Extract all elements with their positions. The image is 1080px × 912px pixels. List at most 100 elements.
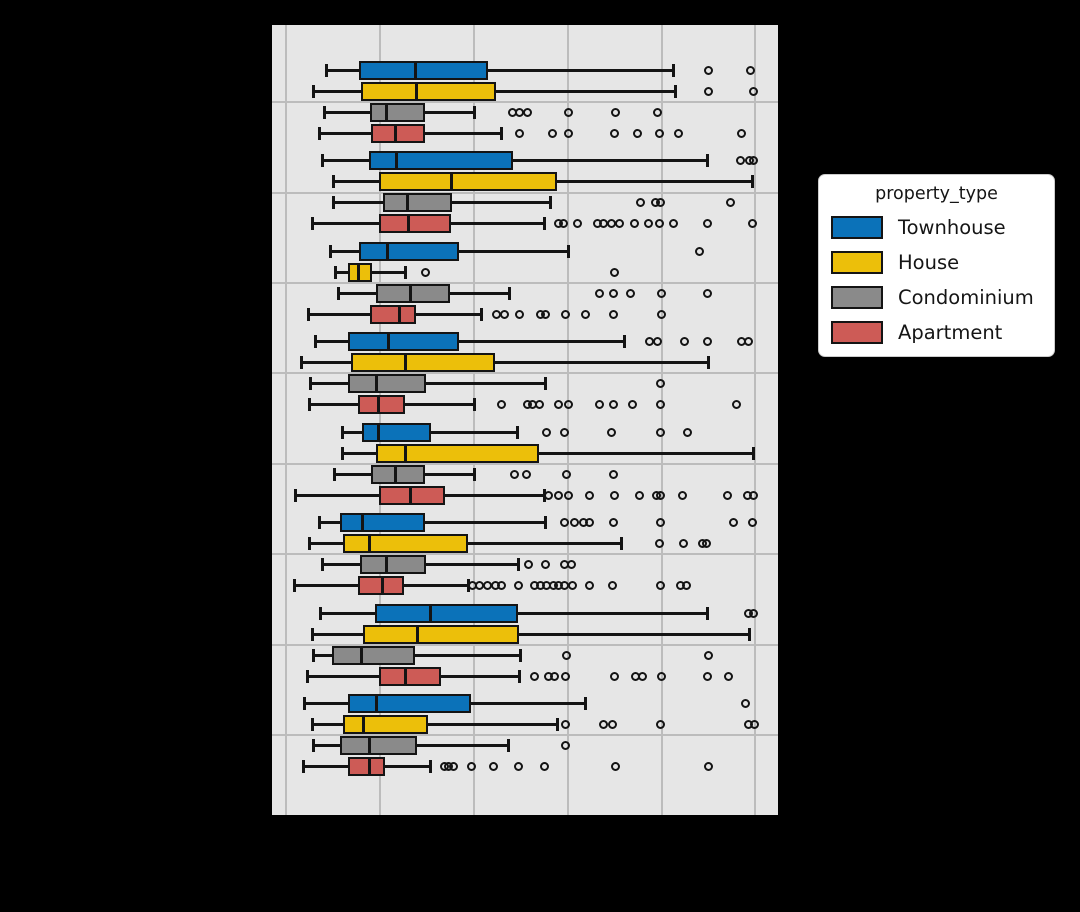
outlier-point [496,400,506,410]
outlier-point [656,310,666,320]
boxplot-box [339,736,418,756]
median-line [449,172,453,192]
outlier-point [683,428,693,438]
whisker-cap [320,154,324,168]
outlier-point [655,491,665,501]
median-line [403,353,407,373]
median-line [394,123,398,143]
boxplot-box [339,513,425,533]
outlier-point [655,198,665,208]
outlier-point [595,400,605,410]
outlier-point [560,518,570,528]
legend-label: House [898,251,960,274]
legend-label: Apartment [898,321,1003,344]
outlier-point [703,651,713,661]
whisker-cap [566,245,570,259]
legend-item: Apartment [831,321,1042,344]
median-line [394,465,398,485]
median-line [381,576,385,596]
outlier-point [609,128,619,138]
outlier-point [608,518,618,528]
outlier-point [608,289,618,299]
outlier-point [702,289,712,299]
outlier-point [749,491,759,501]
outlier-point [723,491,733,501]
outlier-point [607,581,617,591]
outlier-point [561,720,571,730]
x-gridline [754,25,757,815]
whisker-cap [619,537,623,551]
whisker-cap [750,175,754,189]
outlier-point [750,720,760,730]
outlier-point [599,720,609,730]
plot-area [272,25,778,815]
outlier-point [560,428,570,438]
boxplot-box [378,172,557,192]
whisker-cap [308,398,312,412]
whisker-cap [403,266,407,280]
whisker-cap [303,697,307,711]
outlier-point [680,337,690,347]
outlier-point [515,310,525,320]
whisker-cap [516,426,520,440]
outlier-point [522,107,532,117]
whisker-cap [302,760,306,774]
boxplot-box [376,284,451,304]
outlier-point [702,337,712,347]
outlier-point [562,470,572,480]
legend-label: Townhouse [898,216,1006,239]
whisker-cap [542,217,546,231]
outlier-point [726,198,736,208]
outlier-point [448,762,458,772]
outlier-point [702,672,712,682]
x-gridline [472,25,475,815]
whisker-cap [341,426,345,440]
outlier-point [630,219,640,229]
y-gridline [272,372,778,375]
outlier-point [743,337,753,347]
outlier-point [636,198,646,208]
whisker-cap [473,105,477,119]
x-gridline [567,25,569,815]
outlier-point [539,762,549,772]
whisker-cap [317,516,321,530]
whisker-cap [322,105,326,119]
boxplot-box [342,534,468,554]
whisker-cap [706,356,710,370]
median-line [406,214,410,234]
boxplot-box [359,242,460,262]
median-line [377,395,381,415]
x-gridline [378,25,381,815]
outlier-point [482,581,492,591]
whisker [319,521,546,525]
boxplot-box [358,395,406,415]
outlier-point [544,491,554,501]
boxplot-box [378,667,441,687]
whisker-cap [312,84,316,98]
boxplot-box [378,486,446,506]
outlier-point [499,310,509,320]
legend-item: Townhouse [831,216,1042,239]
legend: property_type Townhouse House Condominium A… [818,174,1055,357]
whisker-cap [293,579,297,593]
outlier-point [609,268,619,278]
outlier-point [421,268,431,278]
whisker-cap [337,287,341,301]
outlier-point [607,720,617,730]
legend-item: Condominium [831,286,1042,309]
outlier-point [540,560,550,570]
outlier-point [514,581,524,591]
outlier-point [703,762,713,772]
outlier-point [625,289,635,299]
outlier-point [563,400,573,410]
median-line [367,757,371,777]
median-line [386,242,390,262]
outlier-point [748,609,758,619]
outlier-point [529,672,539,682]
legend-swatch-condominium [831,286,883,309]
x-gridline [285,25,288,815]
legend-label: Condominium [898,286,1034,309]
boxplot-box [347,694,471,714]
outlier-point [656,289,666,299]
outlier-point [523,560,533,570]
